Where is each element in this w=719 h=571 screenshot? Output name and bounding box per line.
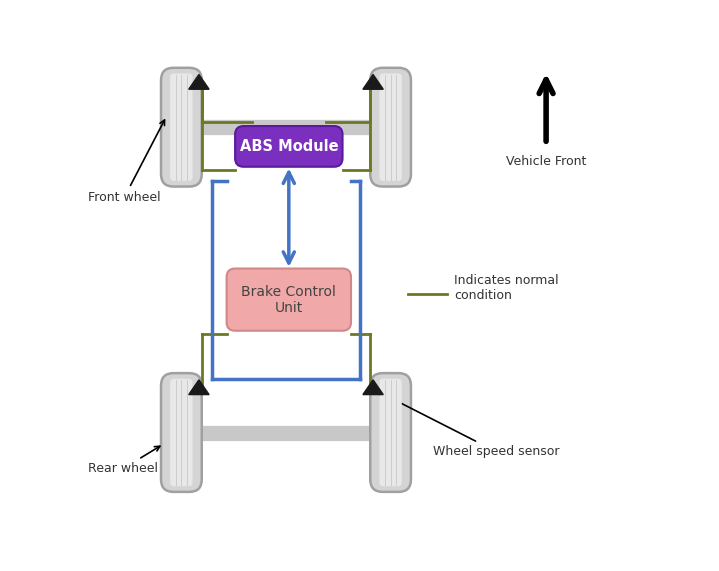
FancyBboxPatch shape (370, 373, 411, 492)
FancyBboxPatch shape (380, 74, 402, 181)
FancyBboxPatch shape (170, 379, 193, 486)
Polygon shape (363, 74, 383, 89)
Text: ABS Module: ABS Module (239, 139, 338, 154)
FancyBboxPatch shape (170, 74, 193, 181)
FancyBboxPatch shape (380, 379, 402, 486)
FancyBboxPatch shape (161, 373, 202, 492)
Polygon shape (188, 380, 209, 395)
Text: Brake Control
Unit: Brake Control Unit (242, 284, 336, 315)
Polygon shape (363, 380, 383, 395)
Text: Front wheel: Front wheel (88, 120, 165, 204)
FancyBboxPatch shape (370, 68, 411, 187)
Text: Indicates normal
condition: Indicates normal condition (454, 274, 559, 302)
Polygon shape (188, 74, 209, 89)
FancyBboxPatch shape (226, 268, 351, 331)
FancyBboxPatch shape (235, 126, 342, 167)
Text: Wheel speed sensor: Wheel speed sensor (377, 391, 559, 458)
Text: Rear wheel: Rear wheel (88, 446, 160, 475)
FancyBboxPatch shape (161, 68, 202, 187)
Text: Vehicle Front: Vehicle Front (506, 155, 586, 168)
